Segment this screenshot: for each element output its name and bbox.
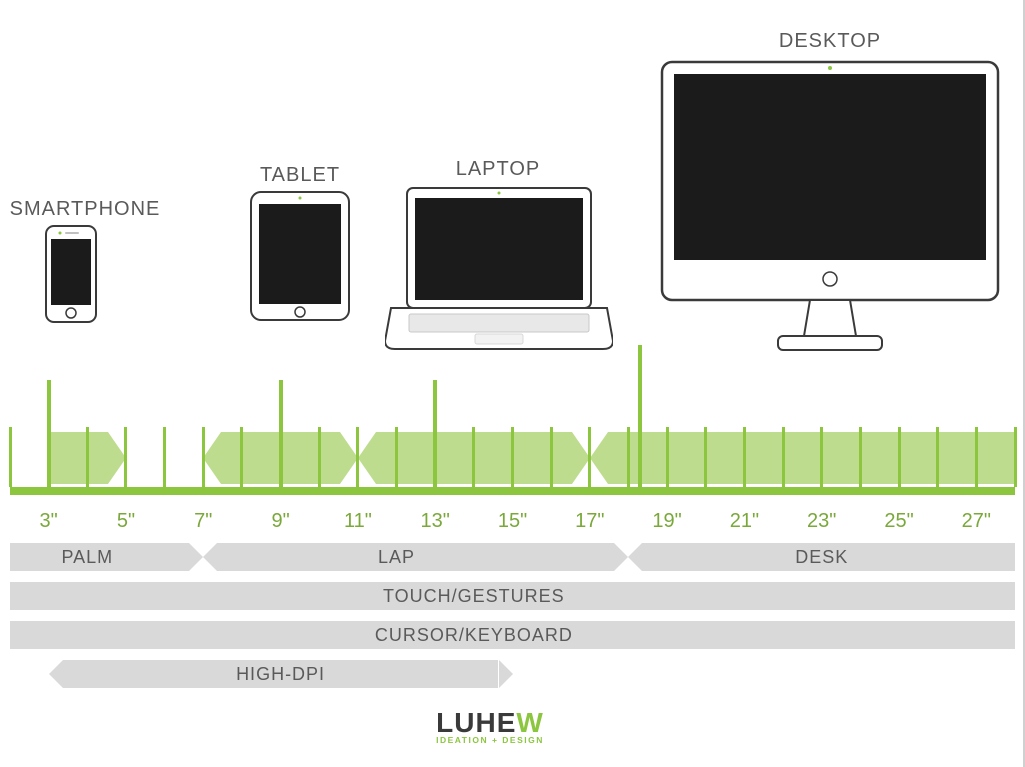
axis-tick bbox=[86, 427, 89, 487]
tablet-icon bbox=[250, 191, 350, 321]
category-label: DESK bbox=[795, 547, 848, 568]
axis-tick bbox=[936, 427, 939, 487]
range-arrow-icon bbox=[340, 432, 358, 484]
size-label: 25" bbox=[884, 510, 913, 533]
cat-arrow-icon bbox=[189, 543, 203, 571]
logo-text-pre: LUHE bbox=[436, 707, 516, 738]
axis-tick bbox=[782, 427, 785, 487]
range-arrow-icon bbox=[572, 432, 590, 484]
device-label-desktop: DESKTOP bbox=[750, 30, 910, 53]
drop-line-tablet bbox=[279, 380, 283, 487]
logo: LUHEW IDEATION + DESIGN bbox=[436, 710, 544, 745]
cat-arrow-icon bbox=[614, 543, 628, 571]
size-label: 5" bbox=[117, 510, 135, 533]
axis-tick bbox=[820, 427, 823, 487]
device-label-smartphone: SMARTPHONE bbox=[0, 198, 170, 221]
drop-line-laptop bbox=[433, 380, 437, 487]
axis-tick bbox=[356, 427, 359, 487]
axis-tick bbox=[550, 427, 553, 487]
axis-tick bbox=[859, 427, 862, 487]
axis-tick bbox=[704, 427, 707, 487]
size-label: 3" bbox=[40, 510, 58, 533]
device-label-laptop: LAPTOP bbox=[438, 158, 558, 181]
range-band-desktop bbox=[608, 432, 1015, 484]
axis-tick bbox=[511, 427, 514, 487]
axis-tick bbox=[743, 427, 746, 487]
axis-tick bbox=[1014, 427, 1017, 487]
axis-tick bbox=[240, 427, 243, 487]
size-label: 17" bbox=[575, 510, 604, 533]
size-label: 23" bbox=[807, 510, 836, 533]
category-label: HIGH-DPI bbox=[236, 664, 325, 685]
axis-tick bbox=[975, 427, 978, 487]
category-label: PALM bbox=[61, 547, 113, 568]
axis-tick bbox=[588, 427, 591, 487]
axis-tick bbox=[472, 427, 475, 487]
desktop-icon bbox=[660, 60, 1000, 355]
size-label: 21" bbox=[730, 510, 759, 533]
cat-arrow-icon bbox=[49, 660, 63, 688]
size-label: 13" bbox=[421, 510, 450, 533]
range-arrow-icon bbox=[358, 432, 376, 484]
size-label: 19" bbox=[652, 510, 681, 533]
range-arrow-icon bbox=[590, 432, 608, 484]
cat-arrow-icon bbox=[628, 543, 642, 571]
axis-line bbox=[10, 487, 1015, 495]
axis-tick bbox=[124, 427, 127, 487]
size-label: 15" bbox=[498, 510, 527, 533]
drop-line-smartphone bbox=[47, 380, 51, 487]
range-arrow-icon bbox=[203, 432, 221, 484]
device-label-tablet: TABLET bbox=[240, 164, 360, 187]
axis-tick bbox=[898, 427, 901, 487]
axis-tick bbox=[395, 427, 398, 487]
axis-tick bbox=[9, 427, 12, 487]
range-band-smartphone bbox=[49, 432, 108, 484]
axis-tick bbox=[666, 427, 669, 487]
axis-tick bbox=[202, 427, 205, 487]
logo-main: LUHEW bbox=[436, 710, 544, 735]
cat-arrow-icon bbox=[499, 660, 513, 688]
cat-arrow-icon bbox=[203, 543, 217, 571]
logo-sub: IDEATION + DESIGN bbox=[436, 735, 544, 745]
category-label: TOUCH/GESTURES bbox=[383, 586, 565, 607]
axis-tick bbox=[163, 427, 166, 487]
smartphone-icon bbox=[45, 225, 97, 323]
size-label: 9" bbox=[271, 510, 289, 533]
range-arrow-icon bbox=[108, 432, 126, 484]
category-band bbox=[217, 543, 614, 571]
category-label: CURSOR/KEYBOARD bbox=[375, 625, 573, 646]
laptop-icon bbox=[385, 186, 613, 351]
size-label: 11" bbox=[344, 510, 372, 533]
size-label: 27" bbox=[962, 510, 991, 533]
drop-line-desktop bbox=[638, 345, 642, 487]
size-label: 7" bbox=[194, 510, 212, 533]
axis-tick bbox=[318, 427, 321, 487]
category-label: LAP bbox=[378, 547, 415, 568]
diagram-canvas: SMARTPHONE TABLET LAPTOP DESKTOP 3" 5" 7" 9" 11… bbox=[0, 0, 1025, 767]
axis-tick bbox=[627, 427, 630, 487]
logo-text-accent: W bbox=[516, 707, 543, 738]
